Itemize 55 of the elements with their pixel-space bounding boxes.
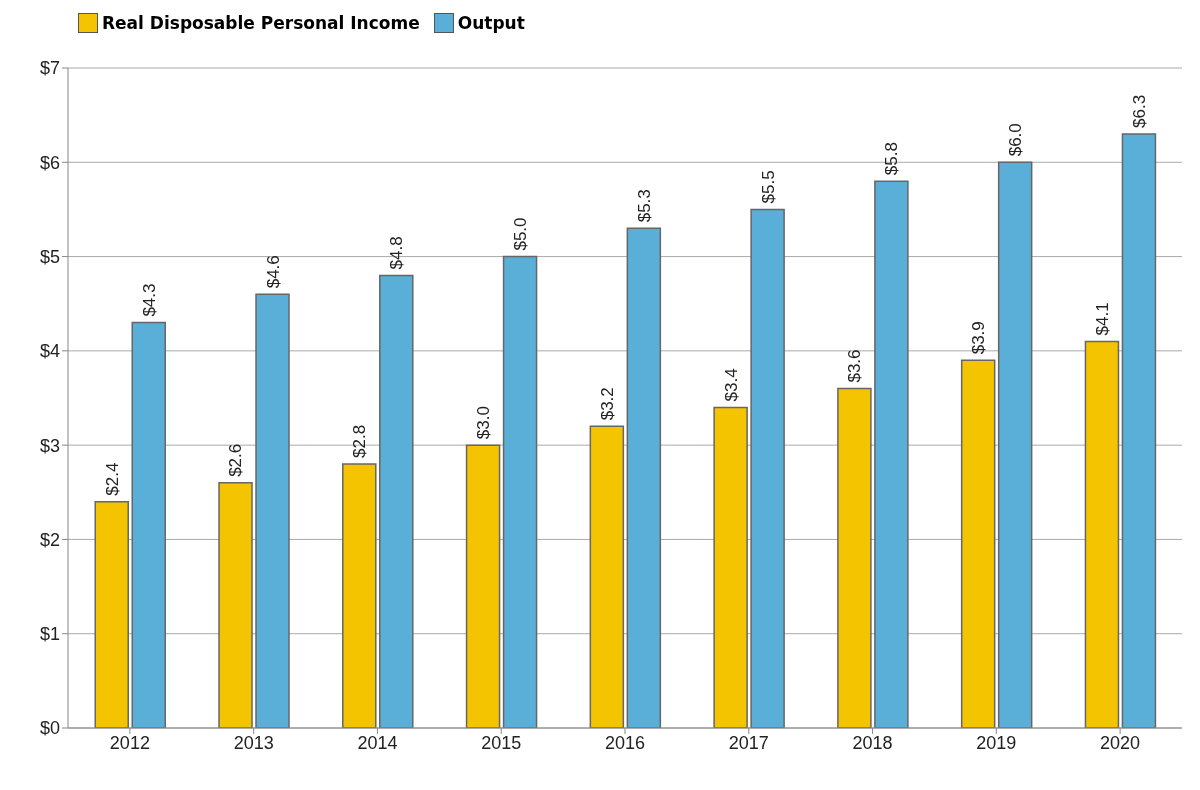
bar (589, 425, 625, 728)
data-label: $3.6 (845, 349, 865, 383)
bar (750, 208, 785, 728)
y-tick-label: $0 (39, 718, 60, 739)
bar (502, 255, 538, 728)
y-tick-label: $5 (39, 246, 60, 267)
data-label: $3.4 (721, 368, 741, 402)
bar (1121, 133, 1157, 728)
data-label: $2.8 (350, 424, 370, 458)
data-label: $6.0 (1006, 123, 1026, 157)
data-label: $3.2 (597, 387, 617, 421)
bar (131, 321, 166, 728)
bar (218, 482, 253, 728)
x-tick-label: 2016 (604, 732, 646, 753)
data-label: $5.0 (511, 217, 531, 251)
data-label: $5.3 (634, 189, 654, 223)
bar (94, 500, 129, 728)
x-tick-label: 2018 (852, 732, 893, 753)
x-tick-label: 2013 (233, 732, 274, 753)
x-tick-label: 2017 (728, 732, 769, 753)
data-label: $5.8 (882, 142, 902, 176)
x-tick-label: 2020 (1100, 732, 1141, 753)
data-label: $4.6 (263, 255, 283, 289)
y-tick-label: $4 (39, 341, 60, 362)
x-tick-label: 2019 (976, 732, 1017, 753)
data-label: $2.4 (102, 462, 122, 496)
data-label: $3.0 (474, 406, 494, 440)
bar (255, 293, 290, 728)
bar (465, 444, 501, 728)
data-label: $4.8 (387, 236, 407, 270)
data-label: $4.3 (139, 283, 159, 317)
bar (874, 180, 909, 728)
bar (626, 227, 662, 728)
y-tick-label: $1 (39, 624, 60, 645)
legend-label: Real Disposable Personal Income (102, 13, 420, 33)
bar (379, 274, 414, 728)
bar (342, 463, 377, 728)
y-tick-label: $2 (39, 529, 60, 550)
bar (713, 406, 748, 728)
y-tick-label: $6 (39, 152, 60, 173)
bar (1084, 340, 1120, 728)
data-label: $2.6 (226, 443, 246, 477)
data-label: $6.3 (1129, 94, 1149, 128)
bar (837, 387, 872, 728)
legend-label: Output (457, 13, 525, 33)
data-label: $5.5 (758, 170, 778, 204)
x-tick-label: 2015 (481, 732, 522, 753)
bar (960, 359, 996, 728)
x-tick-label: 2014 (357, 732, 398, 753)
y-tick-label: $3 (39, 435, 60, 456)
x-tick-label: 2012 (109, 732, 150, 753)
data-label: $3.9 (969, 321, 989, 355)
bar (997, 161, 1033, 728)
y-tick-label: $7 (39, 58, 60, 79)
data-label: $4.1 (1092, 302, 1112, 336)
